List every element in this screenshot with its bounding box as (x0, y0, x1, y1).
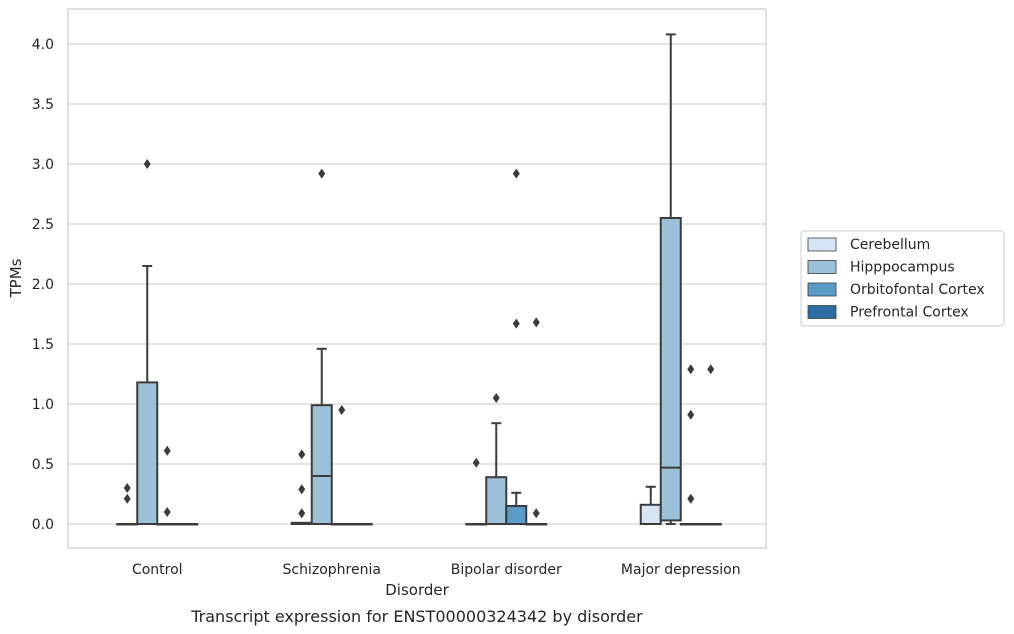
box-orbitofontal-cortex (505, 168, 528, 525)
box-cerebellum (290, 449, 313, 525)
y-tick-labels: 0.0 0.5 1.0 1.5 2.0 2.5 3.0 3.5 4.0 (32, 37, 54, 533)
box-cerebellum (116, 483, 139, 526)
box-orbitofontal-cortex (156, 445, 179, 526)
box-prefrontal-cortex (525, 317, 548, 526)
outlier-point (123, 483, 131, 493)
y-tick-label: 0.5 (32, 457, 54, 473)
outlier-point (512, 168, 520, 179)
box-hipppocampus (310, 168, 333, 526)
legend-swatch (807, 305, 837, 319)
x-axis-title: Disorder (385, 581, 449, 599)
box-hipppocampus (659, 33, 682, 525)
y-tick-label: 3.0 (32, 157, 54, 173)
legend-frame (800, 230, 1005, 327)
box-body (659, 217, 682, 522)
legend-label: Cerebellum (850, 237, 930, 253)
x-tick-label: Control (132, 562, 183, 578)
outlier-point (298, 449, 306, 460)
outlier-point (123, 493, 131, 504)
box-orbitofontal-cortex (679, 364, 702, 526)
box-body (639, 503, 662, 525)
outlier-point (492, 393, 500, 403)
gridlines (68, 43, 766, 525)
box-cerebellum (465, 457, 488, 526)
x-tick-label: Major depression (621, 562, 741, 578)
outlier-point (512, 318, 520, 329)
box-hipppocampus (136, 159, 159, 525)
outlier-point (687, 493, 695, 504)
x-tick-labels: Control Schizophrenia Bipolar disorder Majo… (132, 562, 741, 578)
legend-label: Orbitofontal Cortex (850, 282, 985, 298)
outlier-point (163, 507, 171, 517)
y-tick-label: 1.0 (32, 397, 54, 413)
outlier-point (318, 168, 326, 179)
legend-swatch (807, 260, 837, 274)
box-body (136, 381, 159, 525)
outlier-point (707, 364, 715, 375)
box-orbitofontal-cortex (330, 405, 353, 526)
box-cerebellum (639, 485, 662, 525)
legend-swatch (807, 282, 837, 297)
outlier-point (687, 364, 695, 375)
boxes (116, 33, 722, 526)
legend: Cerebellum Hipppocampus Orbitofontal Corte… (800, 230, 1005, 327)
box-prefrontal-cortex (176, 523, 199, 526)
outlier-point (338, 405, 346, 415)
box-body (505, 505, 528, 525)
chart-caption: Transcript expression for ENST0000032434… (190, 607, 643, 626)
outlier-point (298, 484, 306, 495)
box-hipppocampus (485, 393, 508, 526)
outlier-point (532, 317, 540, 328)
plot-area-frame (67, 8, 767, 549)
y-tick-label: 2.5 (32, 217, 54, 233)
box-prefrontal-cortex (350, 523, 373, 526)
x-tick-label: Schizophrenia (283, 562, 381, 578)
y-tick-label: 1.5 (32, 337, 54, 353)
box-prefrontal-cortex (699, 364, 722, 526)
y-tick-label: 2.0 (32, 277, 54, 293)
legend-label: Hipppocampus (850, 260, 955, 276)
box-body (310, 404, 333, 526)
outlier-point (687, 409, 695, 420)
outlier-point (298, 508, 306, 519)
y-tick-label: 4.0 (32, 37, 54, 53)
outlier-point (532, 508, 540, 519)
box-body (485, 476, 508, 526)
y-tick-label: 0.0 (32, 517, 54, 533)
x-tick-label: Bipolar disorder (451, 562, 562, 578)
y-axis-title: TPMs (7, 258, 25, 298)
y-tick-label: 3.5 (32, 97, 54, 113)
outlier-point (163, 445, 171, 456)
outlier-point (472, 457, 480, 468)
outlier-point (143, 159, 151, 169)
legend-label: Prefrontal Cortex (850, 305, 969, 321)
legend-swatch (807, 237, 837, 252)
